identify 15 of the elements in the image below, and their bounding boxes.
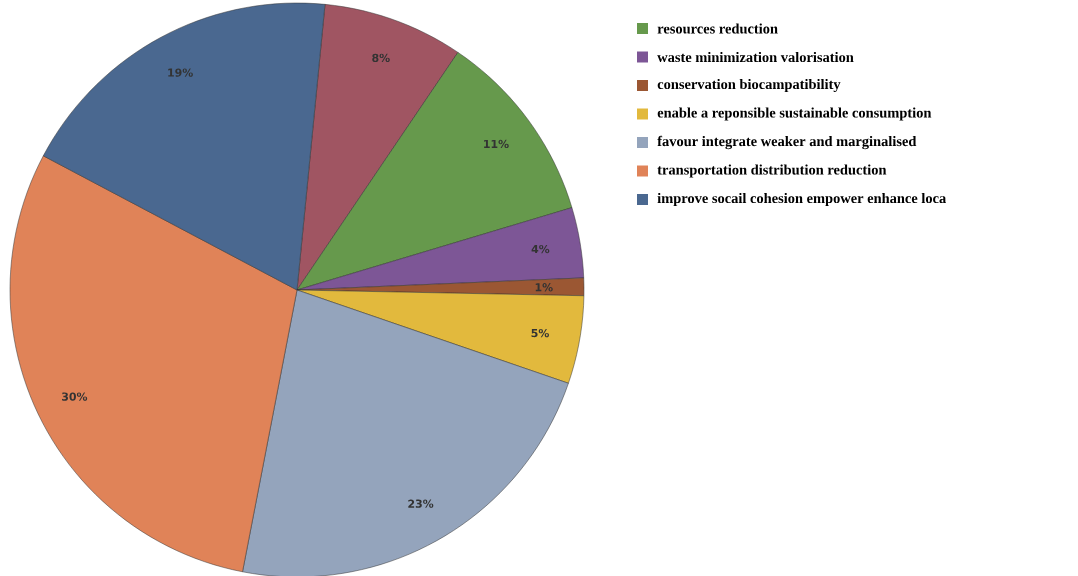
legend-label: improve socail cohesion empower enhance loca: [657, 192, 946, 207]
legend-label: favour integrate weaker and marginalised: [657, 135, 917, 150]
data-label: 19%: [168, 68, 193, 77]
data-label: 4%: [531, 244, 550, 254]
legend-label: enable a reponsible sustainable consumption: [657, 107, 932, 121]
data-label: 8%: [372, 53, 390, 62]
data-label: 5%: [531, 328, 549, 338]
legend-label: waste minimization valorisation: [657, 51, 854, 63]
data-label: 11%: [484, 139, 509, 149]
data-label: 1%: [535, 283, 553, 292]
legend-label: resources reduction: [657, 23, 778, 34]
legend-label: conservation biocampatibility: [657, 78, 841, 93]
data-label: 23%: [408, 499, 434, 508]
legend-label: transportation distribution reduction: [657, 164, 887, 178]
data-label: 30%: [62, 392, 88, 401]
